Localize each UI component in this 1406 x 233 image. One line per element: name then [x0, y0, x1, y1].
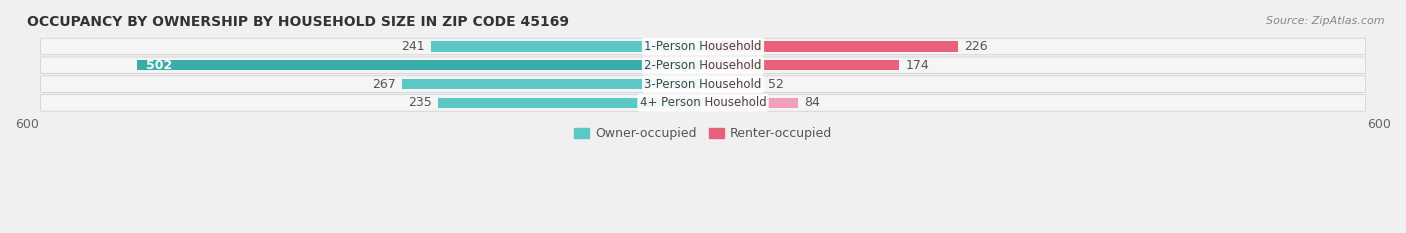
FancyBboxPatch shape — [41, 95, 1365, 111]
Text: 4+ Person Household: 4+ Person Household — [640, 96, 766, 110]
Bar — [703, 98, 797, 108]
Bar — [439, 98, 703, 108]
Bar — [402, 79, 703, 89]
Text: 84: 84 — [804, 96, 820, 110]
Text: 502: 502 — [146, 59, 173, 72]
FancyBboxPatch shape — [41, 76, 1365, 93]
Bar — [703, 79, 762, 89]
FancyBboxPatch shape — [41, 57, 1365, 74]
Text: 174: 174 — [905, 59, 929, 72]
Text: 235: 235 — [408, 96, 432, 110]
Bar — [138, 60, 703, 71]
Legend: Owner-occupied, Renter-occupied: Owner-occupied, Renter-occupied — [568, 122, 838, 145]
Text: 1-Person Household: 1-Person Household — [644, 40, 762, 53]
Bar — [703, 60, 898, 71]
Text: Source: ZipAtlas.com: Source: ZipAtlas.com — [1267, 16, 1385, 26]
Text: 241: 241 — [401, 40, 425, 53]
Text: 3-Person Household: 3-Person Household — [644, 78, 762, 91]
Bar — [432, 41, 703, 52]
Text: OCCUPANCY BY OWNERSHIP BY HOUSEHOLD SIZE IN ZIP CODE 45169: OCCUPANCY BY OWNERSHIP BY HOUSEHOLD SIZE… — [27, 15, 569, 29]
Text: 2-Person Household: 2-Person Household — [644, 59, 762, 72]
Text: 267: 267 — [371, 78, 395, 91]
FancyBboxPatch shape — [41, 38, 1365, 55]
Text: 52: 52 — [768, 78, 785, 91]
Bar — [703, 41, 957, 52]
Text: 226: 226 — [965, 40, 988, 53]
